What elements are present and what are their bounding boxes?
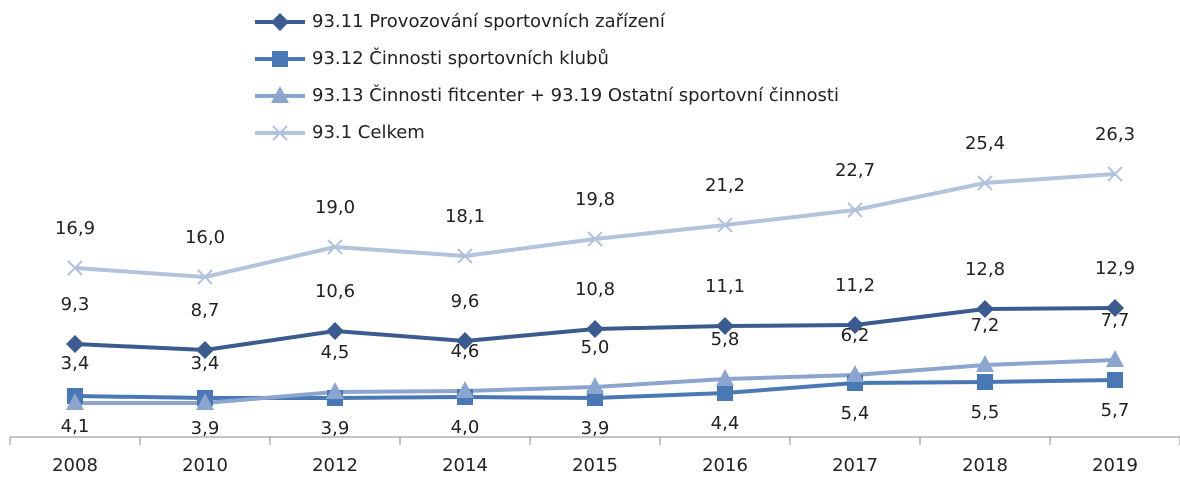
marker <box>327 239 343 255</box>
data-label: 4,5 <box>321 342 350 363</box>
data-label: 16,0 <box>185 227 225 248</box>
marker <box>587 231 603 247</box>
data-label: 25,4 <box>965 133 1005 154</box>
marker <box>67 260 83 276</box>
data-label: 19,8 <box>575 189 615 210</box>
marker <box>326 322 344 340</box>
legend-label: 93.1 Celkem <box>312 122 425 143</box>
data-label: 12,8 <box>965 259 1005 280</box>
marker <box>66 335 84 353</box>
marker <box>847 202 863 218</box>
x-tick-label: 2015 <box>572 455 618 476</box>
x-tick-label: 2012 <box>312 455 358 476</box>
marker <box>717 217 733 233</box>
x-tick-label: 2016 <box>702 455 748 476</box>
marker <box>846 316 864 334</box>
x-tick-label: 2014 <box>442 455 488 476</box>
marker <box>1106 350 1124 367</box>
marker <box>976 355 994 372</box>
marker <box>977 175 993 191</box>
marker <box>717 385 733 401</box>
marker <box>846 365 864 382</box>
data-label: 19,0 <box>315 197 355 218</box>
data-label: 6,2 <box>841 325 870 346</box>
legend-label: 93.13 Činnosti fitcenter + 93.19 Ostatní… <box>312 84 839 106</box>
marker <box>457 248 473 264</box>
data-label: 7,2 <box>971 315 1000 336</box>
data-label: 8,7 <box>191 300 220 321</box>
data-label: 9,3 <box>61 294 90 315</box>
data-label: 5,4 <box>841 403 870 424</box>
x-tick-label: 2018 <box>962 455 1008 476</box>
marker <box>1107 372 1123 388</box>
marker <box>456 381 474 398</box>
legend-label: 93.11 Provozování sportovních zařízení <box>312 11 666 32</box>
marker <box>977 374 993 390</box>
data-label: 11,2 <box>835 275 875 296</box>
data-label: 4,0 <box>451 417 480 438</box>
data-label: 4,6 <box>451 341 480 362</box>
marker <box>271 86 289 103</box>
marker <box>196 341 214 359</box>
marker <box>716 317 734 335</box>
data-label: 12,9 <box>1095 258 1135 279</box>
data-label: 3,9 <box>581 418 610 439</box>
marker <box>197 269 213 285</box>
x-tick-label: 2008 <box>52 455 98 476</box>
data-label: 9,6 <box>451 291 480 312</box>
marker <box>272 51 288 67</box>
data-label: 7,7 <box>1101 310 1130 331</box>
data-label: 5,5 <box>971 402 1000 423</box>
data-label: 21,2 <box>705 175 745 196</box>
data-label: 3,4 <box>191 353 220 374</box>
data-label: 10,6 <box>315 281 355 302</box>
marker <box>271 13 289 31</box>
data-label: 16,9 <box>55 218 95 239</box>
data-label: 22,7 <box>835 160 875 181</box>
marker <box>272 125 288 141</box>
data-label: 3,9 <box>191 418 220 439</box>
marker <box>976 300 994 318</box>
data-label: 5,7 <box>1101 400 1130 421</box>
marker <box>1106 299 1124 317</box>
x-tick-label: 2017 <box>832 455 878 476</box>
marker <box>716 369 734 386</box>
data-label: 3,9 <box>321 418 350 439</box>
marker <box>196 393 214 410</box>
data-label: 18,1 <box>445 206 485 227</box>
legend-label: 93.12 Činnosti sportovních klubů <box>312 47 609 69</box>
marker <box>326 382 344 399</box>
data-label: 11,1 <box>705 276 745 297</box>
data-label: 26,3 <box>1095 124 1135 145</box>
data-label: 5,8 <box>711 329 740 350</box>
data-label: 5,0 <box>581 337 610 358</box>
data-label: 4,1 <box>61 416 90 437</box>
x-tick-label: 2010 <box>182 455 228 476</box>
data-label: 10,8 <box>575 279 615 300</box>
marker <box>586 377 604 394</box>
marker <box>66 393 84 410</box>
data-label: 4,4 <box>711 413 740 434</box>
x-tick-label: 2019 <box>1092 455 1138 476</box>
data-label: 3,4 <box>61 353 90 374</box>
marker <box>586 320 604 338</box>
marker <box>456 332 474 350</box>
marker <box>1107 166 1123 182</box>
